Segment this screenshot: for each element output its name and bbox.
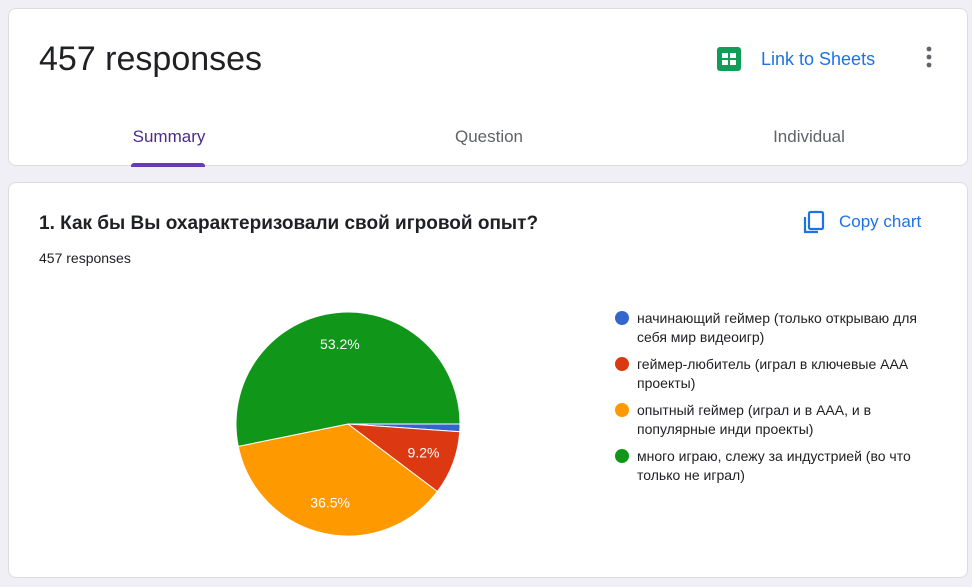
legend-label: начинающий геймер (только открываю для с… xyxy=(637,310,917,345)
link-to-sheets-label: Link to Sheets xyxy=(761,48,876,69)
active-tab-indicator xyxy=(131,163,205,167)
pie-slice xyxy=(235,311,461,447)
responses-title: 457 responses xyxy=(39,40,263,78)
legend-color-dot xyxy=(615,357,629,371)
more-options-button[interactable] xyxy=(915,45,943,73)
copy-icon xyxy=(801,209,827,235)
question-response-count: 457 responses xyxy=(39,250,131,266)
legend-label: много играю, слежу за индустрией (во что… xyxy=(637,448,911,483)
question-summary-card: 1. Как бы Вы охарактеризовали свой игров… xyxy=(8,182,968,578)
more-vert-icon xyxy=(926,46,932,73)
pie-chart: 9.2% 36.5% 53.2% xyxy=(235,311,461,537)
legend-label: геймер-любитель (играл в ключевые AAA пр… xyxy=(637,356,908,391)
chart-legend: начинающий геймер (только открываю для с… xyxy=(615,309,945,493)
link-to-sheets-button[interactable]: Link to Sheets xyxy=(717,45,875,73)
copy-chart-label: Copy chart xyxy=(839,212,922,231)
legend-item: начинающий геймер (только открываю для с… xyxy=(615,309,945,347)
responses-header-card: 457 responses Link to Sheets Summary Que… xyxy=(8,8,968,167)
pie-slice xyxy=(237,423,439,537)
tab-question[interactable]: Question xyxy=(454,127,524,146)
legend-label: опытный геймер (играл и в AAA, и в попул… xyxy=(637,402,872,437)
pie-slice-label: 36.5% xyxy=(310,495,350,511)
tab-individual[interactable]: Individual xyxy=(773,127,845,146)
question-title: 1. Как бы Вы охарактеризовали свой игров… xyxy=(39,213,539,234)
legend-item: опытный геймер (играл и в AAA, и в попул… xyxy=(615,401,945,439)
legend-color-dot xyxy=(615,403,629,417)
legend-item: много играю, слежу за индустрией (во что… xyxy=(615,447,945,485)
legend-item: геймер-любитель (играл в ключевые AAA пр… xyxy=(615,355,945,393)
tab-summary[interactable]: Summary xyxy=(132,127,206,146)
legend-color-dot xyxy=(615,311,629,325)
pie-slice-label: 53.2% xyxy=(320,336,360,352)
legend-color-dot xyxy=(615,449,629,463)
google-sheets-icon xyxy=(717,47,741,71)
copy-chart-button[interactable]: Copy chart xyxy=(801,207,921,237)
pie-slice-label: 9.2% xyxy=(408,444,440,460)
